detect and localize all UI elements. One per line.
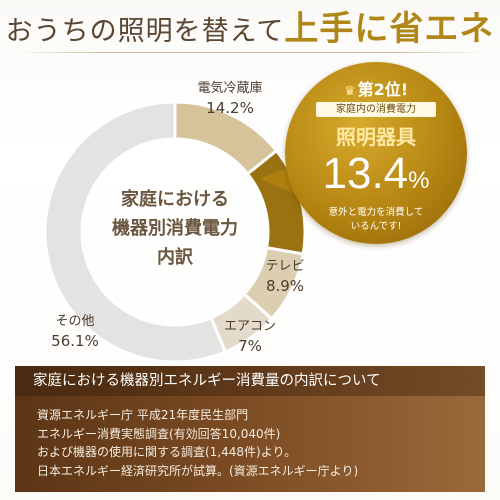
callout-note: 意外と電力を消費して いるんです!	[310, 206, 442, 234]
source-line-3: および機器の使用に関する調査(1,448件)より。	[37, 445, 297, 459]
category-label-aircon: エアコン	[223, 319, 276, 334]
callout-item-name: 照明器具	[336, 125, 416, 149]
source-info-body: 資源エネルギー庁 平成21年度民生部門 エネルギー消費実態調査(有効回答10,0…	[37, 406, 477, 480]
callout-note-line-2: いるんです!	[350, 221, 402, 232]
category-label-fridge: 電気冷蔵庫	[197, 81, 263, 96]
callout-value-number: 13.4	[322, 149, 409, 198]
center-line-2: 機器別消費電力	[112, 218, 238, 239]
value-label-tv: 8.9%	[265, 277, 305, 295]
value-label-aircon: 7%	[238, 337, 262, 355]
category-label-tv: テレビ	[265, 259, 305, 274]
callout-note-line-1: 意外と電力を消費して	[328, 207, 424, 218]
source-line-1: 資源エネルギー庁 平成21年度民生部門	[37, 408, 249, 422]
title-accent: 上手に省エネ	[284, 9, 495, 49]
source-line-4: 日本エネルギー経済研究所が試算。(資源エネルギー庁より)	[37, 463, 359, 478]
title-main: おうちの照明を替えて	[5, 16, 285, 47]
callout-subtitle: 家庭内の消費電力	[316, 102, 436, 117]
lighting-callout-bubble	[285, 62, 467, 244]
data-label-other: その他 56.1%	[30, 313, 120, 351]
data-label-tv: テレビ 8.9%	[250, 258, 320, 296]
crown-icon: ♛	[343, 84, 356, 99]
source-info-panel: 家庭における機器別エネルギー消費量の内訳について 資源エネルギー庁 平成21年度…	[15, 366, 485, 492]
callout-rank-label: 第2位!	[357, 80, 409, 99]
callout-value: 13.4%	[290, 148, 462, 209]
source-line-2: エネルギー消費実態調査(有効回答10,040件)	[37, 426, 281, 441]
value-label-other: 56.1%	[51, 332, 99, 350]
title-divider	[14, 52, 486, 53]
value-label-fridge: 14.2%	[206, 99, 254, 117]
category-label-other: その他	[55, 314, 95, 329]
center-line-3: 内訳	[157, 247, 193, 268]
page-title: おうちの照明を替えて上手に省エネ	[0, 6, 500, 58]
source-info-heading: 家庭における機器別エネルギー消費量の内訳について	[15, 366, 485, 396]
center-line-1: 家庭における	[121, 189, 229, 210]
chart-center-label: 家庭における 機器別消費電力 内訳	[85, 185, 265, 272]
callout-value-unit: %	[408, 167, 430, 194]
data-label-fridge: 電気冷蔵庫 14.2%	[180, 80, 280, 118]
donut-slice-4	[43, 100, 228, 364]
callout-rank: ♛ 第2位!	[305, 80, 447, 102]
data-label-aircon: エアコン 7%	[205, 318, 295, 356]
